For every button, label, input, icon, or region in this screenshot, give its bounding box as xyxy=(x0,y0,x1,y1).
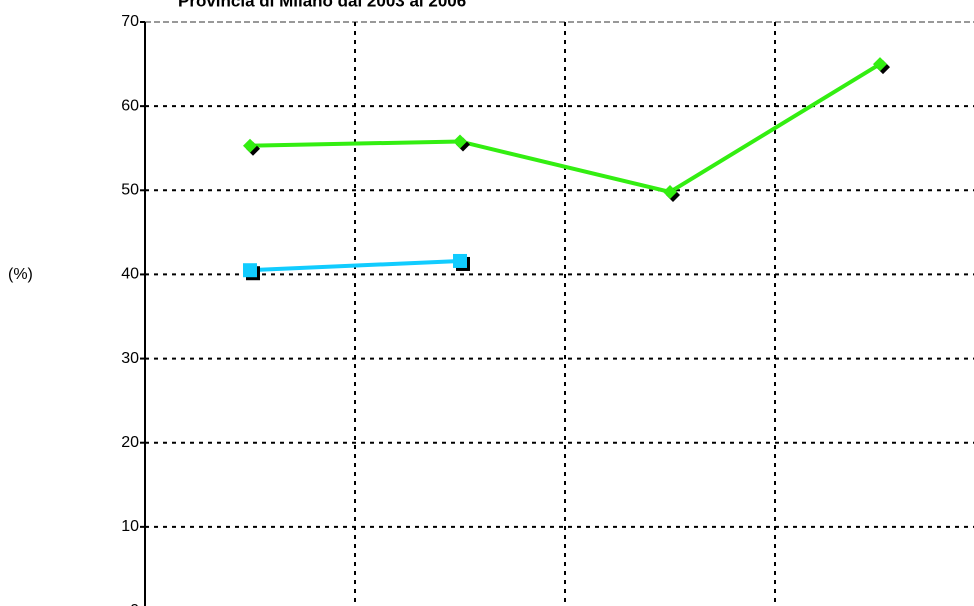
y-tick-label: 30 xyxy=(121,350,139,367)
series-line xyxy=(249,62,882,195)
y-tick-label: 10 xyxy=(121,518,139,535)
y-axis-label: (%) xyxy=(8,266,33,283)
y-tick-label: 20 xyxy=(121,434,139,451)
point xyxy=(663,184,677,199)
y-tick-label: 0 xyxy=(130,602,139,606)
point xyxy=(453,253,467,268)
y-tick-label: 40 xyxy=(121,266,139,283)
point xyxy=(453,134,467,149)
chart-title: Provincia di Milano dal 2003 al 2006 xyxy=(178,0,466,10)
point xyxy=(243,263,257,278)
point xyxy=(873,57,887,72)
y-tick-label: 70 xyxy=(121,13,139,30)
series-line xyxy=(249,258,461,273)
point xyxy=(243,138,257,153)
y-tick-label: 50 xyxy=(121,182,139,199)
y-tick-label: 60 xyxy=(121,97,139,114)
